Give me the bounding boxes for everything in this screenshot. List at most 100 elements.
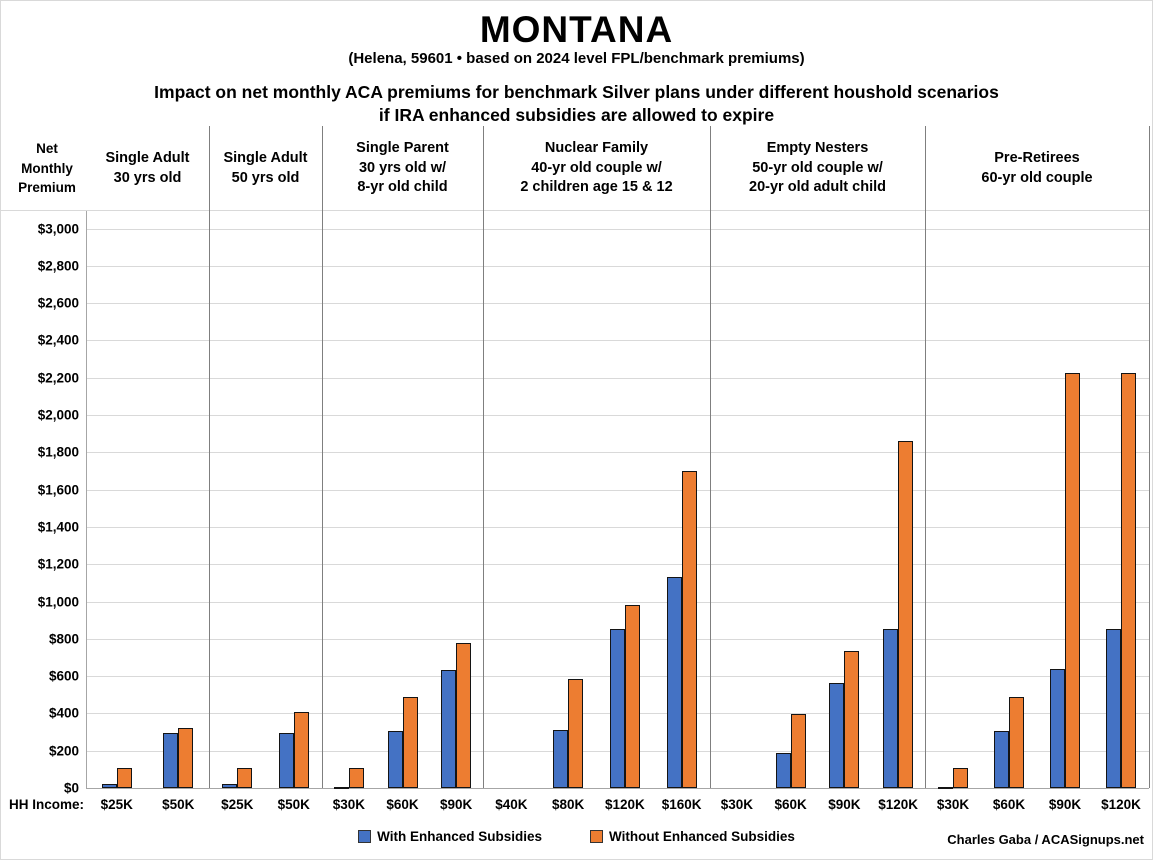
- income-label: $30K: [720, 797, 754, 812]
- gridline: [86, 265, 1149, 267]
- y-tick-label: $1,600: [37, 482, 79, 498]
- x-axis-line: [86, 788, 1149, 789]
- income-label: $90K: [1048, 797, 1082, 812]
- income-label: $90K: [828, 797, 861, 812]
- bar-without-enhanced-subsidies: [237, 768, 253, 788]
- bar-without-enhanced-subsidies: [293, 712, 309, 788]
- gridline: [86, 415, 1149, 416]
- bar-with-enhanced-subsidies: [666, 577, 682, 788]
- y-tick-label: $1,000: [37, 594, 79, 609]
- scenario-header: Single Adult 50 yrs old: [223, 150, 308, 186]
- scenario-header: Single Parent 30 yrs old w/8-yr old child: [356, 140, 449, 196]
- bar-without-enhanced-subsidies: [898, 441, 914, 788]
- y-tick-label: $2,600: [37, 295, 79, 311]
- income-label: $60K: [992, 797, 1026, 812]
- bar-with-enhanced-subsidies: [222, 784, 238, 788]
- page-title: MONTANA: [479, 9, 674, 50]
- income-label: $25K: [100, 797, 133, 812]
- y-tick-label: $400: [48, 705, 79, 721]
- bar-with-enhanced-subsidies: [775, 753, 791, 788]
- gridline: [86, 377, 1149, 379]
- y-tick-label: $0: [63, 780, 79, 796]
- bar-with-enhanced-subsidies: [1106, 629, 1121, 788]
- bar-without-enhanced-subsidies: [402, 696, 418, 788]
- panel-separator: [1149, 126, 1150, 788]
- income-label: $60K: [386, 797, 419, 812]
- scenario-header: Nuclear Family 40-yr old couple w/2 child…: [520, 140, 673, 196]
- chart-title-line1: Impact on net monthly ACA premiums for b…: [154, 82, 999, 102]
- gridline: [86, 228, 1149, 230]
- bar-with-enhanced-subsidies: [609, 629, 625, 788]
- page-subtitle: (Helena, 59601 • based on 2024 level FPL…: [348, 50, 805, 67]
- scenario-header: Pre-Retirees 60-yr old couple: [981, 150, 1093, 186]
- bar-with-enhanced-subsidies: [387, 731, 403, 788]
- bar-without-enhanced-subsidies: [456, 643, 472, 788]
- panel-separator: [483, 126, 484, 788]
- y-tick-label: $1,200: [37, 556, 79, 572]
- bar-with-enhanced-subsidies: [883, 629, 899, 788]
- bar-with-enhanced-subsidies: [829, 682, 845, 788]
- gridline: [86, 303, 1149, 305]
- gridline: [86, 601, 1149, 603]
- legend-item: Without Enhanced Subsidies: [590, 829, 795, 844]
- bar-with-enhanced-subsidies: [441, 669, 457, 788]
- bar-with-enhanced-subsidies: [994, 731, 1009, 788]
- income-label: $30K: [936, 797, 970, 812]
- bar-without-enhanced-subsidies: [953, 768, 968, 788]
- bar-without-enhanced-subsidies: [844, 650, 860, 788]
- scenario-header: Single Adult 30 yrs old: [105, 150, 190, 186]
- y-tick-label: $200: [48, 743, 79, 759]
- chart-title: Impact on net monthly ACA premiums for b…: [1, 81, 1152, 127]
- legend-item: With Enhanced Subsidies: [358, 829, 542, 844]
- income-label: $120K: [1101, 797, 1141, 812]
- bar-without-enhanced-subsidies: [1009, 696, 1024, 788]
- gridline: [86, 452, 1149, 454]
- credit-text: Charles Gaba / ACASignups.net: [947, 832, 1144, 847]
- panel-separator: [209, 126, 210, 788]
- bar-with-enhanced-subsidies: [1050, 668, 1065, 788]
- gridline: [86, 489, 1149, 491]
- bar-with-enhanced-subsidies: [938, 787, 953, 789]
- y-axis-line: [86, 211, 87, 788]
- income-label: $90K: [440, 797, 473, 812]
- legend-label: With Enhanced Subsidies: [377, 829, 542, 844]
- bar-without-enhanced-subsidies: [1065, 373, 1080, 788]
- bar-with-enhanced-subsidies: [163, 732, 179, 788]
- y-tick-label: $800: [48, 631, 79, 647]
- axis-corner-label: Net Monthly Premium: [18, 141, 76, 196]
- header-divider-line: [1, 210, 1149, 211]
- y-tick-label: $2,400: [37, 332, 79, 348]
- scenario-header: Empty Nesters 50-yr old couple w/20-yr ol…: [749, 140, 886, 196]
- gridline: [86, 340, 1149, 342]
- bar-with-enhanced-subsidies: [278, 732, 294, 788]
- y-tick-label: $1,400: [37, 519, 79, 535]
- legend-swatch: [590, 830, 603, 843]
- bar-with-enhanced-subsidies: [553, 730, 569, 788]
- income-label: $30K: [332, 797, 365, 812]
- income-label: $50K: [162, 797, 195, 812]
- income-label: $120K: [878, 797, 919, 812]
- bar-without-enhanced-subsidies: [1121, 373, 1136, 788]
- y-tick-label: $3,000: [37, 221, 79, 236]
- bar-without-enhanced-subsidies: [624, 605, 640, 788]
- bar-without-enhanced-subsidies: [568, 678, 584, 788]
- panel-separator: [925, 126, 926, 788]
- panel-separator: [322, 126, 323, 788]
- bar-without-enhanced-subsidies: [116, 768, 132, 788]
- panel-separator: [710, 126, 711, 788]
- income-label: $60K: [774, 797, 807, 812]
- income-label: $50K: [277, 797, 310, 812]
- y-tick-label: $2,000: [37, 407, 79, 423]
- legend-swatch: [358, 830, 372, 843]
- y-tick-label: $2,200: [37, 370, 79, 386]
- income-label: $40K: [495, 797, 528, 812]
- income-label: $25K: [221, 797, 254, 812]
- income-label: $80K: [551, 797, 585, 812]
- bar-without-enhanced-subsidies: [790, 714, 806, 788]
- legend-label: Without Enhanced Subsidies: [609, 829, 795, 844]
- gridline: [86, 564, 1149, 566]
- y-tick-label: $600: [48, 668, 79, 684]
- bar-with-enhanced-subsidies: [333, 787, 349, 789]
- y-tick-label: $1,800: [37, 444, 79, 460]
